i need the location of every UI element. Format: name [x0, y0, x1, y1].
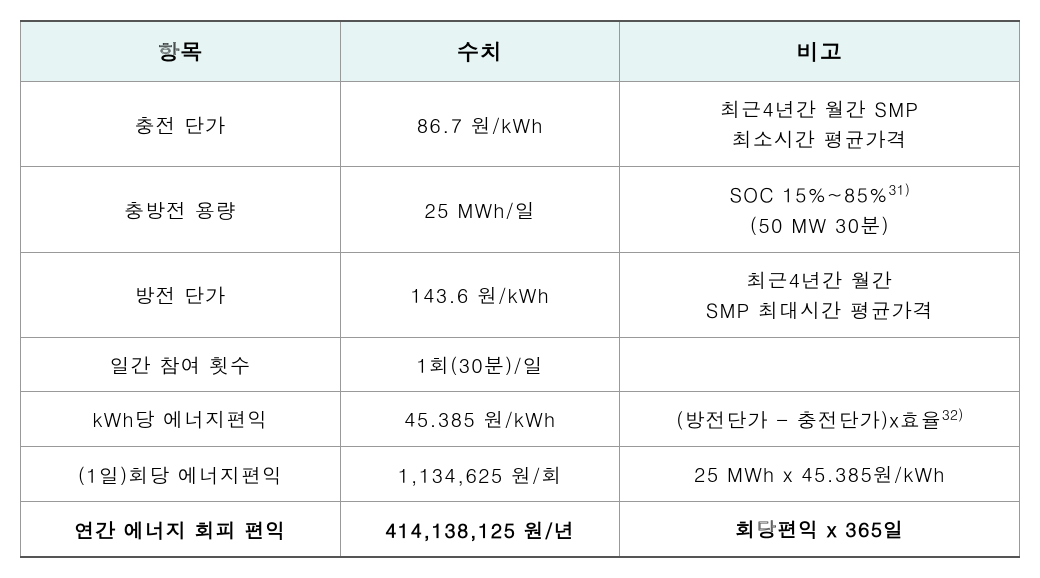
cell-item: (1일)회당 에너지편익 [21, 447, 341, 502]
table-row: 연간 에너지 회피 편익414,138,125 원/년 회당편익 x 365일 [21, 502, 1020, 558]
cell-value: 25 MWh/일 [340, 167, 620, 253]
table-row: 일간 참여 횟수1회(30분)/일 [21, 337, 1020, 391]
note-line: 최근4년간 월간 SMP [628, 94, 1011, 124]
footnote-ref: 31) [888, 179, 910, 199]
note-line: SMP 최대시간 평균가격 [628, 295, 1011, 325]
cell-item: 충방전 용량 [21, 167, 341, 253]
energy-benefit-table: 항목 수치 비고 충전 단가86.7 원/kWh최근4년간 월간 SMP최소시간… [20, 20, 1020, 558]
cell-note: 최근4년간 월간SMP 최대시간 평균가격 [620, 252, 1020, 337]
cell-value: 414,138,125 원/년 [340, 502, 620, 558]
table-row: kWh당 에너지편익45.385 원/kWh (방전단가 - 충전단가)x효율32… [21, 391, 1020, 447]
cell-note: (방전단가 - 충전단가)x효율32) [620, 391, 1020, 447]
cell-note: 25 MWh x 45.385원/kWh [620, 447, 1020, 502]
cell-note: 회당편익 x 365일 [620, 502, 1020, 558]
table-row: 충전 단가86.7 원/kWh최근4년간 월간 SMP최소시간 평균가격 [21, 82, 1020, 167]
table-row: (1일)회당 에너지편익1,134,625 원/회 25 MWh x 45.385… [21, 447, 1020, 502]
cell-value: 1,134,625 원/회 [340, 447, 620, 502]
cell-note: SOC 15%~85%31)(50 MW 30분) [620, 167, 1020, 253]
header-item: 항목 [21, 21, 341, 82]
note-line: 최소시간 평균가격 [628, 124, 1011, 154]
note-line: 최근4년간 월간 [628, 265, 1011, 295]
cell-note: 최근4년간 월간 SMP최소시간 평균가격 [620, 82, 1020, 167]
table-row: 방전 단가143.6 원/kWh최근4년간 월간SMP 최대시간 평균가격 [21, 252, 1020, 337]
cell-note [620, 337, 1020, 391]
note-line: (방전단가 - 충전단가)x효율32) [628, 404, 1011, 435]
cell-value: 45.385 원/kWh [340, 391, 620, 447]
note-line: 회당편익 x 365일 [628, 514, 1011, 544]
cell-item: 방전 단가 [21, 252, 341, 337]
footnote-ref: 32) [942, 404, 964, 424]
cell-item: kWh당 에너지편익 [21, 391, 341, 447]
note-line: 25 MWh x 45.385원/kWh [628, 459, 1011, 489]
cell-value: 86.7 원/kWh [340, 82, 620, 167]
header-value: 수치 [340, 21, 620, 82]
table-row: 충방전 용량25 MWh/일SOC 15%~85%31)(50 MW 30분) [21, 167, 1020, 253]
note-line: (50 MW 30분) [628, 210, 1011, 240]
cell-value: 1회(30분)/일 [340, 337, 620, 391]
note-line: SOC 15%~85%31) [628, 179, 1011, 210]
cell-item: 충전 단가 [21, 82, 341, 167]
table-header-row: 항목 수치 비고 [21, 21, 1020, 82]
header-note: 비고 [620, 21, 1020, 82]
cell-item: 연간 에너지 회피 편익 [21, 502, 341, 558]
cell-item: 일간 참여 횟수 [21, 337, 341, 391]
cell-value: 143.6 원/kWh [340, 252, 620, 337]
energy-benefit-table-container: 항목 수치 비고 충전 단가86.7 원/kWh최근4년간 월간 SMP최소시간… [20, 20, 1020, 558]
